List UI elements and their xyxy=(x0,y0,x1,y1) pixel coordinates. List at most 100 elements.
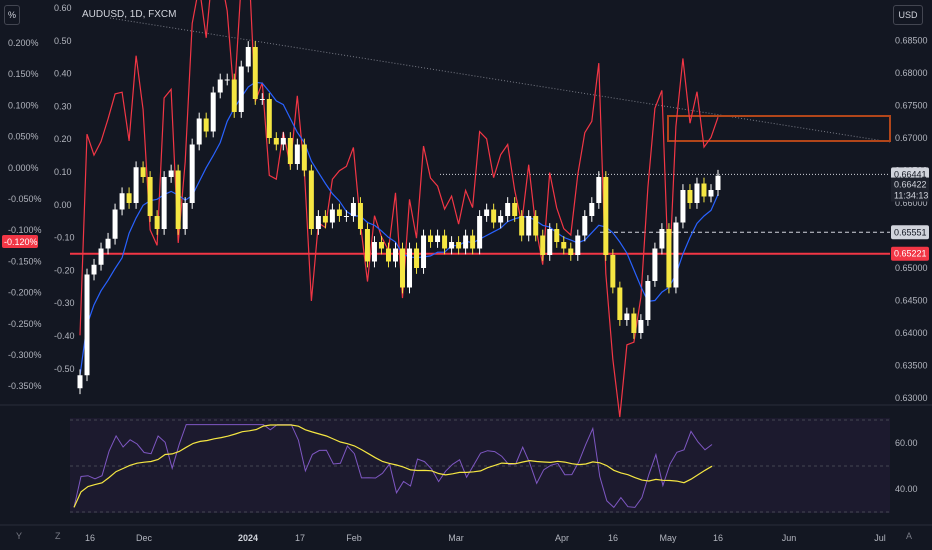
rsi-path xyxy=(73,424,713,509)
candle-body xyxy=(98,248,104,265)
candle-body xyxy=(463,235,469,249)
price-tick-label: 0.67500 xyxy=(895,101,928,111)
candle-body xyxy=(147,177,153,216)
rsi-tick-label: 40.00 xyxy=(895,484,918,494)
last-price-text: 0.66422 xyxy=(894,180,927,190)
candle-body xyxy=(105,238,111,249)
z-button[interactable]: Z xyxy=(55,531,61,541)
candle-body xyxy=(484,209,490,216)
price-tick-label: 0.63500 xyxy=(895,361,928,371)
candle-body xyxy=(428,235,434,242)
candle-body xyxy=(378,242,384,249)
candle-body xyxy=(280,138,286,145)
candle-body xyxy=(126,193,132,203)
candle-body xyxy=(638,320,644,333)
candle-body xyxy=(491,209,497,223)
candle-body xyxy=(329,209,335,223)
candle-body xyxy=(119,193,125,210)
candle-body xyxy=(442,235,448,249)
candle-body xyxy=(266,99,272,138)
candle-body xyxy=(154,216,160,229)
candle-body xyxy=(603,177,609,255)
candle-body xyxy=(568,248,574,255)
price-tick-label: 0.64500 xyxy=(895,296,928,306)
percent-tick-label: -0.100% xyxy=(8,225,42,235)
candle-body xyxy=(505,203,511,216)
candle-body xyxy=(196,118,202,145)
spread-badge-text: -0.120% xyxy=(4,237,38,247)
time-tick-label: 17 xyxy=(295,533,305,543)
currency-button[interactable]: USD xyxy=(893,5,923,25)
spread-badge-bg xyxy=(2,235,38,248)
percent-tick-label: 0.200% xyxy=(8,38,39,48)
moving-average-line xyxy=(79,81,719,376)
percent-tick-label: -0.250% xyxy=(8,319,42,329)
price-label-text: 0.66441 xyxy=(894,169,927,179)
candle-body xyxy=(673,222,679,288)
spread-tick-label: 0.30 xyxy=(54,101,72,111)
left-axis-inner: 0.60 0.50 0.40 0.30 0.20 0.10 0.00 -0.10 -0.20 -0… xyxy=(54,3,75,374)
candle-body xyxy=(400,248,406,288)
candle-body xyxy=(217,79,223,93)
candle-body xyxy=(203,118,209,132)
candle-body xyxy=(610,255,616,288)
percent-scale-button[interactable]: % xyxy=(4,5,20,25)
moving-average-path xyxy=(79,81,719,376)
candle-body xyxy=(287,138,293,164)
y-button[interactable]: Y xyxy=(16,531,23,541)
candle-body xyxy=(631,313,637,333)
resistance-box[interactable] xyxy=(667,115,891,142)
candle-body xyxy=(652,248,658,281)
time-tick-label: Jul xyxy=(874,533,886,543)
percent-tick-label: -0.150% xyxy=(8,256,42,266)
candle-body xyxy=(687,190,693,203)
candle-body xyxy=(189,144,195,203)
time-tick-label: Dec xyxy=(136,533,153,543)
price-label-text: 0.65551 xyxy=(894,227,927,237)
candle-body xyxy=(421,235,427,268)
candle-body xyxy=(694,183,700,203)
percent-tick-label: 0.150% xyxy=(8,69,39,79)
candle-body xyxy=(456,242,462,249)
time-tick-label: Jun xyxy=(782,533,797,543)
candle-body xyxy=(449,242,455,249)
a-button[interactable]: A xyxy=(906,531,913,541)
candle-body xyxy=(680,190,686,223)
price-label-bg xyxy=(891,225,929,240)
candle-body xyxy=(308,170,314,229)
candle-body xyxy=(645,281,651,320)
spread-tick-label: -0.10 xyxy=(54,233,75,243)
time-tick-label: May xyxy=(659,533,677,543)
spread-tick-label: 0.50 xyxy=(54,36,72,46)
candle-body xyxy=(161,177,167,229)
time-axis[interactable]: 16 Dec 2024 17 Feb Mar Apr 16 May 16 Jun Jul xyxy=(85,533,886,543)
candle-body xyxy=(435,235,441,242)
candle-body xyxy=(245,47,251,67)
candle-body xyxy=(343,216,349,217)
candle-body xyxy=(575,235,581,255)
candle-body xyxy=(596,177,602,203)
candle-body xyxy=(414,248,420,268)
candle-body xyxy=(512,203,518,216)
candle-body xyxy=(322,216,328,223)
candle-body xyxy=(477,216,483,249)
candle-body xyxy=(357,203,363,229)
candle-body xyxy=(210,92,216,132)
time-tick-label: 16 xyxy=(713,533,723,543)
spread-tick-label: -0.20 xyxy=(54,265,75,275)
percent-tick-label: 0.000% xyxy=(8,163,39,173)
time-tick-label: 16 xyxy=(608,533,618,543)
percent-tick-label: -0.050% xyxy=(8,194,42,204)
candle-body xyxy=(182,203,188,229)
candle-body xyxy=(294,144,300,164)
candle-body xyxy=(336,209,342,216)
candle-body xyxy=(84,274,90,376)
spread-line xyxy=(79,0,719,418)
time-tick-label: 16 xyxy=(85,533,95,543)
candle-body xyxy=(231,79,237,112)
candle-body xyxy=(589,203,595,216)
spread-tick-label: 0.00 xyxy=(54,200,72,210)
spread-tick-label: -0.40 xyxy=(54,331,75,341)
